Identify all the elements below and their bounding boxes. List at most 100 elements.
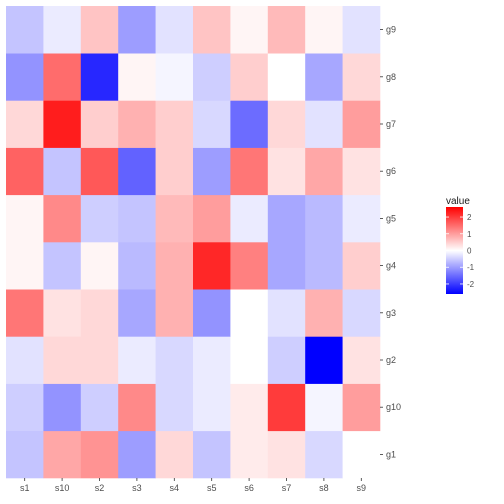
heatmap-cell-g5-s8 <box>305 194 343 243</box>
heatmap-cell-g4-s7 <box>267 242 306 290</box>
heatmap-cell-g10-s3 <box>118 383 156 432</box>
legend-tick-label: 2 <box>467 213 472 222</box>
heatmap-cell-g3-s4 <box>155 289 194 337</box>
heatmap-cell-g8-s10 <box>43 53 82 101</box>
heatmap-cell-g10-s6 <box>230 383 269 432</box>
heatmap-cell-g9-s8 <box>305 6 343 54</box>
heatmap-cell-g7-s10 <box>43 100 82 148</box>
heatmap-cell-g2-s7 <box>267 336 306 384</box>
heatmap-cell-g6-s5 <box>193 147 231 196</box>
legend-tick-label: 0 <box>467 247 472 256</box>
heatmap-cell-g2-s2 <box>80 336 119 384</box>
heatmap-cell-g9-s7 <box>267 6 306 54</box>
heatmap-cell-g5-s7 <box>267 194 306 243</box>
y-tick-label: g1 <box>386 449 396 459</box>
heatmap-cell-g10-s9 <box>342 383 381 432</box>
heatmap-cell-g2-s5 <box>193 336 231 384</box>
heatmap-cell-g7-s7 <box>267 100 306 148</box>
heatmap-cell-g5-s6 <box>230 194 269 243</box>
heatmap-cell-g4-s2 <box>80 242 119 290</box>
heatmap-cell-g2-s6 <box>230 336 269 384</box>
heatmap-cell-g1-s4 <box>155 430 194 479</box>
heatmap-cell-g7-s3 <box>118 100 156 148</box>
heatmap-cell-g7-s8 <box>305 100 343 148</box>
heatmap-cell-g5-s4 <box>155 194 194 243</box>
heatmap-cell-g6-s2 <box>80 147 119 196</box>
x-tick-label: s3 <box>132 483 142 493</box>
heatmap-cell-g2-s4 <box>155 336 194 384</box>
legend-ticks: 2 1 0 -1 -2 <box>446 213 475 289</box>
heatmap-cell-g3-s10 <box>43 289 82 337</box>
heatmap-cell-g9-s5 <box>193 6 231 54</box>
heatmap-cell-g1-s5 <box>193 430 231 479</box>
y-tick-label: g3 <box>386 308 396 318</box>
legend-colorbar <box>446 207 463 294</box>
heatmap-cell-g5-s3 <box>118 194 156 243</box>
heatmap-cell-g9-s6 <box>230 6 269 54</box>
heatmap-cell-g7-s6 <box>230 100 269 148</box>
heatmap-cell-g7-s1 <box>6 100 44 148</box>
heatmap-cell-g8-s1 <box>6 53 44 101</box>
heatmap-cell-g1-s3 <box>118 430 156 479</box>
heatmap-cell-g6-s8 <box>305 147 343 196</box>
x-tick-label: s7 <box>282 483 292 493</box>
heatmap-cell-g7-s4 <box>155 100 194 148</box>
heatmap-cell-g4-s3 <box>118 242 156 290</box>
x-tick-label: s8 <box>319 483 329 493</box>
x-tick-label: s1 <box>20 483 30 493</box>
heatmap-cell-g3-s1 <box>6 289 44 337</box>
heatmap-cell-g2-s1 <box>6 336 44 384</box>
x-axis: s1 s10 s2 s3 s4 s5 s6 s7 s8 s9 <box>20 478 366 493</box>
heatmap-cell-g1-s6 <box>230 430 269 479</box>
heatmap-cell-g2-s8 <box>305 336 343 384</box>
heatmap-cell-g2-s3 <box>118 336 156 384</box>
heatmap-cell-g6-s9 <box>342 147 381 196</box>
heatmap-cell-g5-s10 <box>43 194 82 243</box>
heatmap-cell-g7-s2 <box>80 100 119 148</box>
heatmap-cell-g8-s5 <box>193 53 231 101</box>
heatmap-cell-g8-s9 <box>342 53 381 101</box>
heatmap-cell-g3-s9 <box>342 289 381 337</box>
y-tick-label: g8 <box>386 72 396 82</box>
heatmap-cell-g8-s6 <box>230 53 269 101</box>
heatmap-cell-g5-s5 <box>193 194 231 243</box>
heatmap-cell-g8-s8 <box>305 53 343 101</box>
heatmap-cells <box>6 6 381 479</box>
heatmap-cell-g5-s2 <box>80 194 119 243</box>
heatmap-cell-g10-s2 <box>80 383 119 432</box>
heatmap-cell-g4-s5 <box>193 242 231 290</box>
heatmap-cell-g3-s7 <box>267 289 306 337</box>
y-tick-label: g5 <box>386 213 396 223</box>
heatmap-cell-g9-s1 <box>6 6 44 54</box>
heatmap-cell-g1-s10 <box>43 430 82 479</box>
legend-tick-label: -2 <box>467 280 475 289</box>
heatmap-cell-g6-s3 <box>118 147 156 196</box>
heatmap-cell-g1-s9 <box>342 430 381 479</box>
heatmap-cell-g8-s2 <box>80 53 119 101</box>
y-tick-label: g7 <box>386 119 396 129</box>
color-legend: value 2 1 0 -1 -2 <box>446 196 475 294</box>
heatmap-cell-g7-s5 <box>193 100 231 148</box>
heatmap-cell-g3-s3 <box>118 289 156 337</box>
heatmap-cell-g4-s10 <box>43 242 82 290</box>
heatmap-cell-g9-s4 <box>155 6 194 54</box>
heatmap-cell-g7-s9 <box>342 100 381 148</box>
legend-tick-label: 1 <box>467 230 472 239</box>
heatmap-cell-g10-s1 <box>6 383 44 432</box>
y-tick-label: g6 <box>386 166 396 176</box>
heatmap-cell-g10-s5 <box>193 383 231 432</box>
heatmap-cell-g8-s3 <box>118 53 156 101</box>
heatmap-cell-g3-s2 <box>80 289 119 337</box>
heatmap-cell-g1-s8 <box>305 430 343 479</box>
x-tick-label: s4 <box>170 483 180 493</box>
heatmap-cell-g4-s1 <box>6 242 44 290</box>
heatmap-cell-g4-s6 <box>230 242 269 290</box>
y-tick-label: g10 <box>386 402 401 412</box>
heatmap-cell-g6-s1 <box>6 147 44 196</box>
heatmap-cell-g6-s7 <box>267 147 306 196</box>
heatmap-cell-g1-s7 <box>267 430 306 479</box>
heatmap-cell-g10-s7 <box>267 383 306 432</box>
heatmap-cell-g4-s9 <box>342 242 381 290</box>
heatmap-cell-g2-s10 <box>43 336 82 384</box>
